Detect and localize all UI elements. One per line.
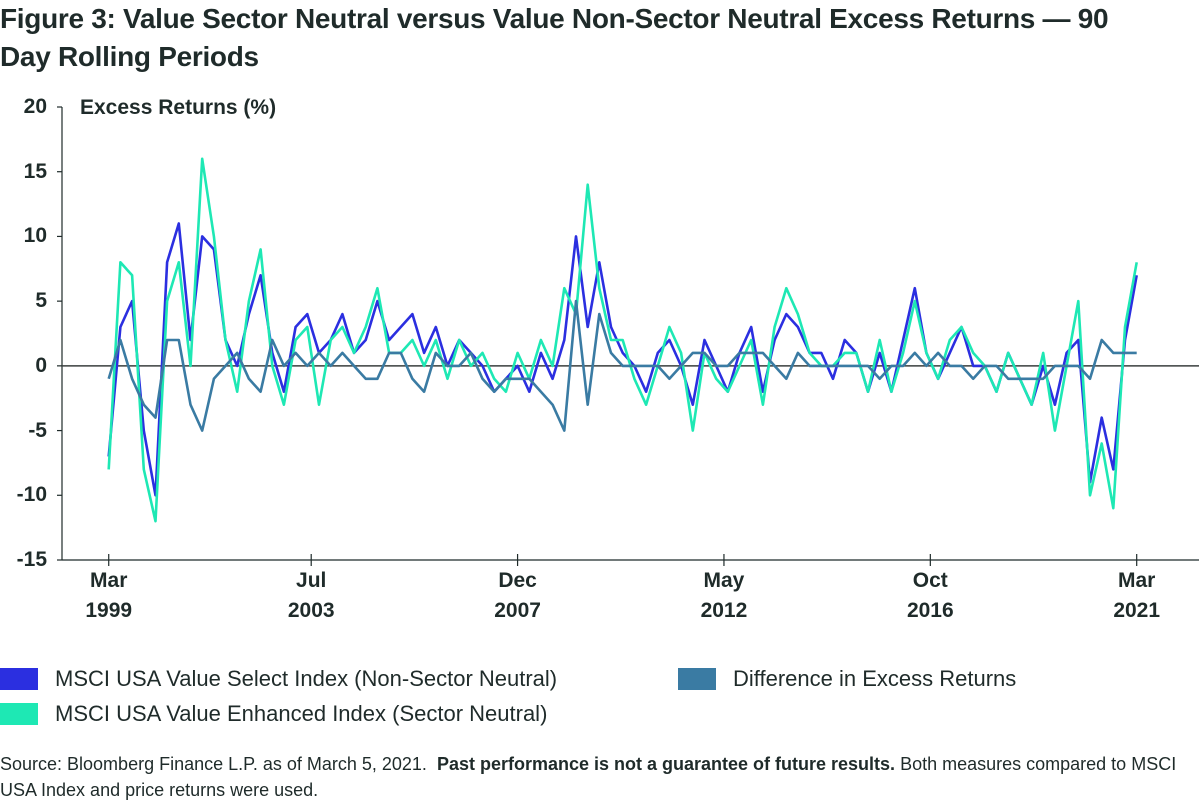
x-tick-label: Jul 2003 — [287, 569, 335, 622]
x-tick-label: Dec 2007 — [494, 569, 541, 622]
y-tick-label: -10 — [16, 483, 47, 507]
y-tick-label: 15 — [23, 159, 47, 183]
legend-swatch — [0, 668, 38, 690]
source-note: Source: Bloomberg Finance L.P. as of Mar… — [0, 751, 1200, 803]
series-line — [107, 299, 1137, 432]
legend-swatch — [0, 703, 38, 725]
legend-label: MSCI USA Value Select Index (Non-Sector … — [55, 666, 558, 691]
x-tick-label: Oct 2016 — [906, 569, 954, 622]
series-line — [107, 157, 1138, 523]
y-tick-label: -15 — [16, 548, 47, 571]
legend-label: Difference in Excess Returns — [733, 666, 1017, 691]
source-disclaimer: Past performance is not a guarantee of f… — [436, 754, 896, 774]
source-text: Both measures compared to MSCI USA Index… — [0, 754, 1177, 800]
y-tick-label: 10 — [23, 224, 47, 248]
y-tick-label: 0 — [35, 353, 47, 377]
x-tick-label: May 2012 — [700, 569, 748, 622]
legend-label: MSCI USA Value Enhanced Index (Sector Ne… — [55, 701, 548, 726]
series-line — [107, 222, 1138, 497]
y-axis-label: Excess Returns (%) — [80, 96, 277, 119]
source-text: Source: Bloomberg Finance L.P. as of Mar… — [0, 754, 427, 774]
legend-item: MSCI USA Value Enhanced Index (Sector Ne… — [0, 701, 547, 727]
y-tick-label: -5 — [28, 418, 47, 442]
legend-swatch — [678, 668, 716, 690]
chart-title: Figure 3: Value Sector Neutral versus Va… — [0, 3, 1109, 72]
legend-item: Difference in Excess Returns — [678, 666, 1016, 692]
x-tick-label: Mar 2021 — [1113, 569, 1161, 622]
legend-item: MSCI USA Value Select Index (Non-Sector … — [0, 666, 557, 692]
y-tick-label: 20 — [23, 95, 47, 118]
y-tick-label: 5 — [35, 289, 47, 313]
x-tick-label: Mar 1999 — [85, 569, 133, 622]
